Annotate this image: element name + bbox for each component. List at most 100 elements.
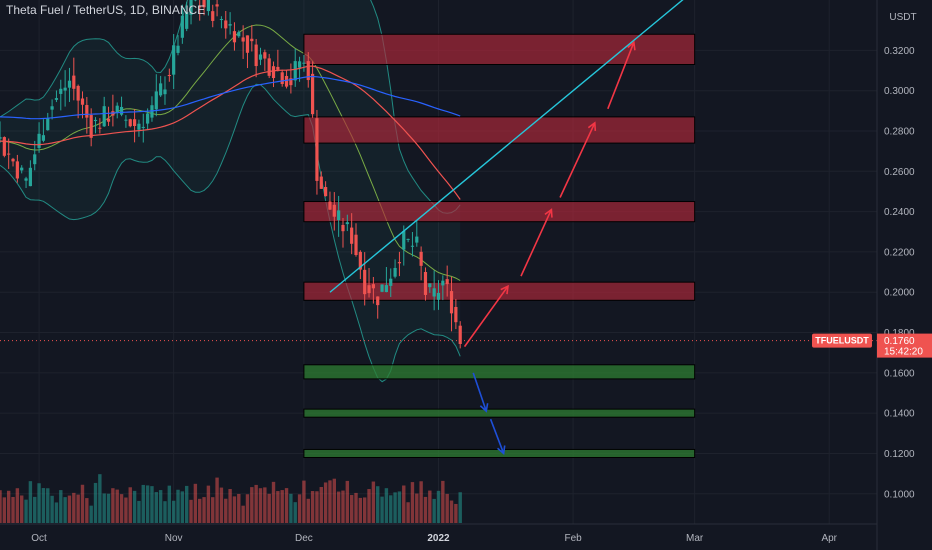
candle-body: [46, 118, 50, 131]
resistance-zone[interactable]: [303, 281, 696, 301]
candle-body: [189, 0, 193, 15]
candle-body: [397, 262, 402, 264]
candle-body: [332, 204, 336, 217]
volume-bar: [371, 481, 376, 523]
candle-body: [297, 61, 302, 68]
candle-body: [319, 176, 323, 189]
x-tick-label: Oct: [31, 533, 47, 544]
volume-bar: [237, 493, 241, 523]
volume-bar: [315, 491, 319, 523]
x-tick-label: Nov: [165, 533, 183, 544]
volume-bar: [319, 487, 323, 523]
volume-bar: [158, 490, 163, 523]
projection-up-arrow[interactable]: [463, 285, 509, 348]
candle-body: [250, 38, 254, 42]
candle-body: [302, 62, 306, 64]
y-tick-label: 0.3000: [884, 86, 915, 97]
x-tick-label: Dec: [295, 533, 313, 544]
candle-body: [458, 325, 462, 344]
volume-bar: [20, 495, 24, 523]
y-tick-label: 0.2200: [884, 247, 915, 258]
volume-bar: [289, 493, 293, 523]
candle-body: [271, 66, 276, 79]
y-tick-label: 0.2000: [884, 288, 915, 299]
volume-bar: [302, 480, 306, 523]
symbol-price-tag: TFUELUSDT 0.1760 15:42:20: [812, 333, 932, 358]
volume-bar: [219, 487, 224, 523]
volume-bar: [306, 498, 310, 523]
candle-body: [106, 118, 111, 122]
projection-up-arrow[interactable]: [520, 209, 553, 277]
y-tick-label: 0.2400: [884, 207, 915, 218]
volume-bar: [63, 497, 67, 523]
volume-bar: [50, 495, 54, 523]
volume-bar: [349, 495, 354, 523]
volume-bar: [354, 492, 358, 523]
candle-body: [406, 238, 410, 240]
volume-bar: [436, 490, 441, 523]
resistance-zone[interactable]: [303, 33, 696, 65]
candle-body: [41, 135, 46, 141]
price-axis[interactable]: 0.3200 0.3000 0.2800 0.2600 0.2400 0.2200 0.20…: [884, 46, 915, 500]
volume-bar: [406, 502, 410, 523]
candle-body: [80, 98, 85, 105]
candle-body: [93, 119, 98, 122]
volume-bar: [2, 497, 7, 523]
band-fill: [0, 0, 461, 382]
volume-bar: [37, 483, 41, 523]
support-zone[interactable]: [303, 364, 696, 380]
volume-bar: [258, 488, 263, 523]
projection-up-arrow-head: [500, 284, 509, 295]
candle-body: [141, 126, 145, 128]
volume-bar: [59, 490, 63, 523]
volume-bar: [0, 490, 2, 523]
volume-bar: [215, 477, 219, 523]
candle-body: [350, 227, 354, 244]
candle-body: [128, 119, 132, 127]
candle-body: [324, 187, 328, 197]
volume-bar: [267, 493, 271, 523]
volume-bar: [189, 499, 193, 523]
projection-up-arrow[interactable]: [607, 42, 635, 110]
candle-body: [159, 83, 163, 96]
volume-bar: [85, 498, 89, 523]
volume-bar: [284, 488, 289, 523]
ma-blue: [0, 75, 461, 120]
candle-body: [363, 269, 367, 295]
candle-body: [358, 251, 362, 270]
candle-body: [241, 37, 245, 42]
candle-body: [11, 158, 15, 162]
zones[interactable]: [303, 33, 696, 458]
volume-bar: [328, 480, 332, 523]
volume-bar: [167, 485, 172, 523]
support-zone[interactable]: [303, 408, 696, 418]
volume-bar: [124, 497, 128, 523]
candle-body: [67, 80, 72, 88]
trendline[interactable]: [329, 0, 695, 293]
volume-bar: [454, 503, 458, 523]
time-axis[interactable]: Oct Nov Dec 2022 Feb Mar Apr: [31, 533, 837, 544]
projection-down-arrow[interactable]: [489, 418, 505, 454]
candle-body: [206, 0, 210, 12]
volume-bar: [362, 497, 367, 523]
projection-up-arrow[interactable]: [559, 122, 596, 198]
candle-body: [219, 19, 224, 21]
candle-body: [63, 87, 67, 91]
candle-body: [449, 291, 454, 314]
projection-down-arrow[interactable]: [472, 372, 488, 412]
volume-bar: [432, 498, 436, 523]
candle-body: [146, 113, 150, 124]
volume-bar: [445, 493, 449, 523]
candle-body: [176, 45, 180, 53]
volume-bar: [154, 492, 158, 523]
candle-body: [445, 279, 449, 285]
candle-body: [185, 12, 189, 29]
candle-body: [254, 44, 258, 67]
resistance-zone[interactable]: [303, 201, 696, 223]
resistance-zone[interactable]: [303, 116, 696, 144]
last-price: 0.1760: [884, 336, 915, 347]
volume-bar: [441, 480, 445, 523]
volume-bar: [33, 496, 37, 523]
volume-bar: [93, 482, 98, 523]
